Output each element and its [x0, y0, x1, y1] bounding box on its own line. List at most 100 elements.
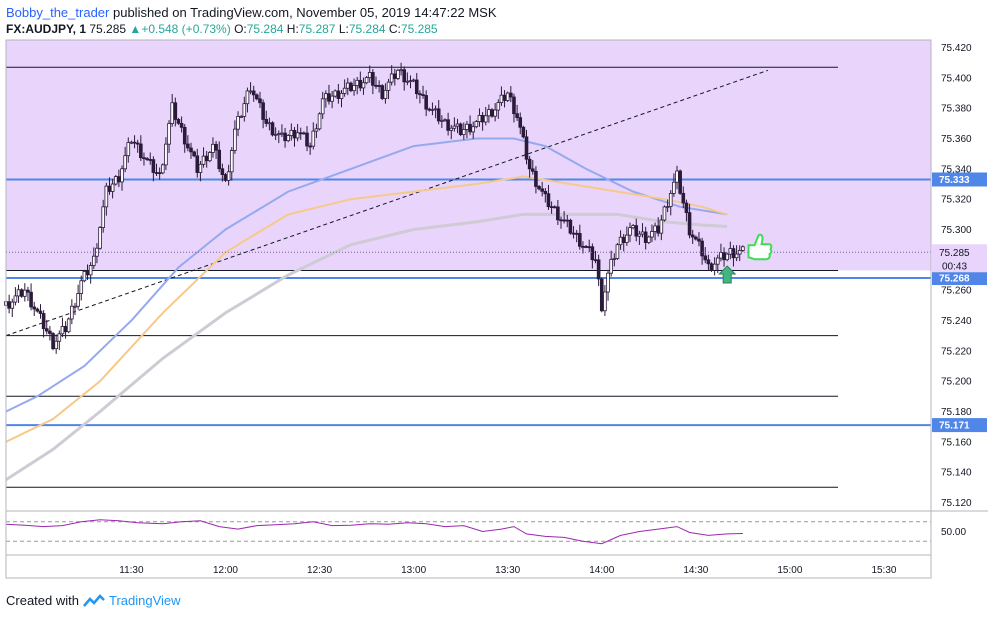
candle-body [515, 113, 519, 119]
candle-body [164, 143, 168, 166]
candle-body [186, 143, 190, 149]
high-label: H: [286, 22, 299, 36]
moving-average-orange [5, 175, 728, 443]
candle-body [731, 248, 736, 259]
candle-body [380, 85, 385, 99]
candle-body [719, 252, 723, 259]
candle-body [483, 115, 488, 123]
candle-body [327, 93, 331, 102]
candle-body [308, 145, 312, 148]
moving-average-grey [5, 212, 728, 481]
candle-body [157, 172, 162, 175]
candle-body [656, 225, 661, 234]
candle-body [386, 81, 391, 91]
candle-body [449, 127, 454, 131]
candle-body [233, 128, 237, 151]
y-tick-label: 75.420 [941, 43, 972, 54]
candle-body [113, 176, 118, 185]
candle-body [599, 278, 604, 312]
candle-body [659, 219, 664, 234]
candle-body [709, 263, 714, 271]
candle-body [593, 259, 598, 262]
candle-body [700, 240, 704, 257]
candle-body [694, 236, 698, 240]
candle-body [530, 168, 535, 172]
candle-body [23, 289, 27, 297]
publish-line: Bobby_the_trader published on TradingVie… [6, 5, 496, 20]
close-value: 75.285 [400, 22, 438, 36]
candle-body [29, 291, 33, 308]
candle-body [458, 123, 463, 136]
candle-body [132, 141, 137, 144]
candle-body [609, 259, 613, 274]
candle-body [715, 257, 720, 265]
x-tick-label: 12:30 [307, 565, 332, 576]
candle-body [728, 248, 733, 255]
candle-body [311, 130, 316, 147]
moving-average-blue [5, 137, 728, 413]
candle-body [160, 164, 165, 174]
candle-body [712, 263, 717, 271]
candle-body [559, 219, 563, 222]
candle-body [101, 206, 106, 228]
candle-body [527, 158, 532, 170]
current-price-tag-text: 75.285 [939, 248, 970, 259]
candle-body [270, 122, 275, 136]
candle-body [129, 141, 134, 144]
candle-body [697, 238, 701, 242]
tradingview-logo-icon [83, 593, 105, 607]
candle-body [706, 259, 711, 265]
high-value: 75.287 [298, 22, 336, 36]
tradingview-brand-link[interactable]: TradingView [108, 593, 181, 608]
author-link[interactable]: Bobby_the_trader [6, 5, 110, 20]
candle-body [248, 90, 253, 93]
candle-body [195, 155, 200, 173]
x-tick-label: 13:00 [401, 565, 426, 576]
last-price: 75.285 [89, 22, 127, 36]
level-price-tag-text: 75.171 [939, 421, 970, 432]
candle-body [145, 158, 149, 160]
candle-body [126, 142, 131, 157]
candle-body [345, 82, 350, 89]
current-price-tag [932, 244, 987, 273]
candle-body [383, 89, 388, 99]
symbol-label[interactable]: FX:AUDJPY, 1 [6, 22, 87, 36]
candle-body [179, 122, 184, 128]
candle-body [7, 301, 11, 309]
candle-body [374, 84, 378, 87]
candle-body [98, 227, 102, 249]
candle-body [289, 129, 294, 136]
candle-body [204, 155, 209, 162]
candle-body [518, 117, 523, 128]
change-value: +0.548 (+0.73%) [141, 22, 231, 36]
candle-body [578, 233, 582, 247]
candle-body [433, 108, 438, 111]
candle-body [267, 122, 272, 125]
candle-body [377, 85, 381, 87]
candle-body [223, 174, 228, 181]
candle-body [317, 113, 322, 130]
candle-body [182, 126, 187, 145]
candle-body [540, 188, 544, 192]
candle-body [421, 94, 425, 96]
candle-body [371, 72, 375, 86]
candle-body [446, 119, 450, 131]
candle-body [220, 168, 225, 175]
candle-body [512, 96, 516, 115]
candle-body [176, 119, 181, 124]
candle-body [521, 126, 526, 138]
candle-body [336, 90, 341, 99]
candle-body [192, 151, 196, 157]
y-tick-label: 75.180 [941, 407, 972, 418]
candle-body [618, 236, 623, 246]
candle-body [634, 225, 639, 237]
candle-body [367, 72, 372, 78]
candle-body [596, 259, 601, 280]
candle-body [19, 289, 24, 297]
price-plot-area [4, 40, 931, 488]
rsi-pane [5, 519, 931, 545]
candle-body [123, 155, 127, 170]
rsi-tick-label: 50.00 [941, 527, 966, 538]
candle-body [173, 102, 178, 120]
